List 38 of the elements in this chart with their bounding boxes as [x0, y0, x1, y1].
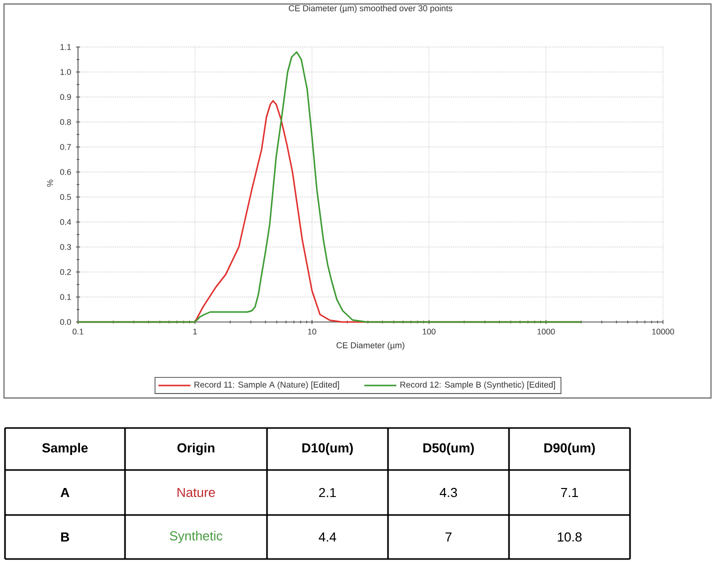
- y-tick-label: 1.0: [60, 69, 71, 75]
- x-tick-label: 10: [308, 328, 316, 335]
- text: 4.4: [318, 532, 336, 542]
- y-tick-label: 0.9: [60, 94, 71, 100]
- category-label: B: [61, 532, 70, 542]
- y-tick-label: 0.6: [60, 169, 71, 175]
- category-label: D90(um): [544, 442, 595, 456]
- y-tick-label: 0.3: [60, 244, 71, 250]
- text: Nature: [178, 488, 215, 498]
- y-axis-title: %: [47, 180, 53, 187]
- x-tick-label: 100: [422, 328, 436, 335]
- text: Synthetic: [170, 530, 222, 544]
- text: 7: [446, 532, 452, 542]
- y-tick-label: 0.7: [60, 144, 71, 150]
- x-axis-title: CE Diameter (µm): [336, 342, 404, 350]
- y-tick-label: 0.1: [60, 294, 71, 300]
- y-tick-label: 0.2: [60, 269, 71, 275]
- x-tick-label: 1000: [538, 328, 555, 335]
- text: 2.1: [319, 488, 336, 498]
- category-label: D10(um): [302, 442, 353, 456]
- text: 10.8: [558, 532, 582, 542]
- y-tick-label: 0.8: [60, 119, 71, 125]
- category-label: Sample: [42, 442, 88, 456]
- chart-title: CE Diameter (µm) smoothed over 30 points: [288, 5, 452, 13]
- y-tick-label: 0.0: [60, 319, 71, 325]
- y-tick-label: 0.4: [60, 219, 72, 225]
- x-tick-label: 1: [193, 328, 197, 334]
- y-tick-label: 1.1: [60, 44, 71, 50]
- text: 7.1: [561, 488, 578, 497]
- legend-label: Record 12: Sample B (Synthetic) [Edited]: [400, 381, 555, 390]
- x-tick-label: 10000: [652, 328, 674, 335]
- category-label: D50(um): [423, 442, 474, 456]
- x-tick-label: 0.1: [72, 328, 84, 335]
- y-tick-label: 0.5: [60, 194, 71, 200]
- category-label: Origin: [177, 442, 214, 456]
- text: 4.3: [440, 488, 457, 498]
- category-label: A: [60, 488, 70, 497]
- legend-label: Record 11: Sample A (Nature) [Edited]: [194, 381, 339, 390]
